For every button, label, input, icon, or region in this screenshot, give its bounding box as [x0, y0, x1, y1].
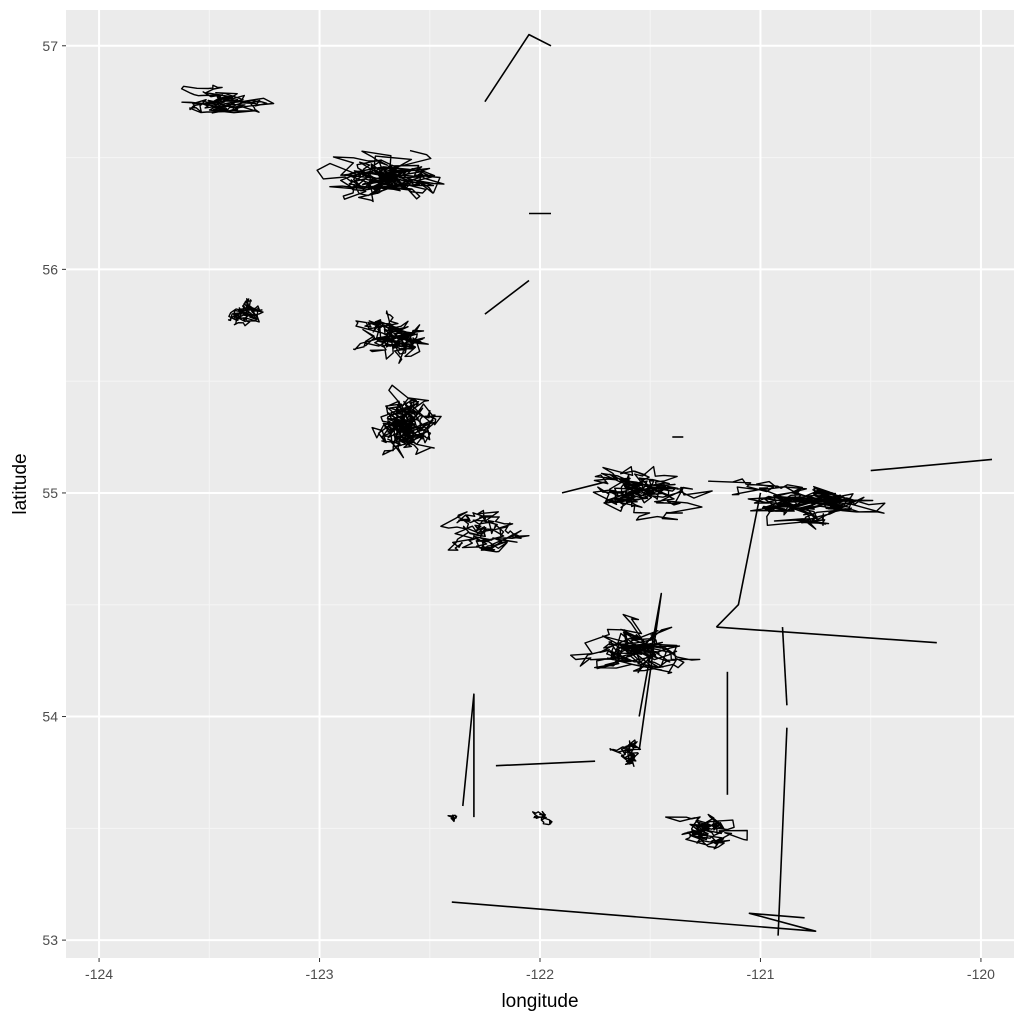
track-segment [484, 33, 552, 103]
track-cluster [371, 384, 442, 459]
track-cluster [570, 613, 701, 675]
track-cluster [592, 465, 713, 521]
y-tick-label: 54 [42, 709, 58, 725]
track-segment [451, 901, 817, 932]
track-segment [462, 693, 475, 818]
y-tick-label: 57 [42, 38, 58, 54]
x-tick-label: -123 [306, 966, 334, 982]
y-axis-title: latitude [10, 453, 31, 514]
x-tick-label: -121 [746, 966, 774, 982]
y-tick-label: 53 [42, 932, 58, 948]
y-axis-ticks: 53 54 55 56 57 [42, 38, 66, 948]
track-cluster [665, 813, 748, 850]
track-segment [781, 627, 788, 706]
track-cluster [708, 478, 886, 530]
track-segment [495, 760, 596, 767]
x-axis-ticks: -124 -123 -122 -121 -120 [85, 958, 995, 982]
y-tick-label: 56 [42, 261, 58, 277]
x-tick-label: -124 [85, 966, 113, 982]
track-segment [484, 279, 530, 315]
major-grid [66, 10, 1014, 958]
track-cluster [440, 509, 530, 553]
track-cluster [609, 739, 642, 767]
track-cluster [532, 810, 553, 826]
track-cluster [447, 814, 458, 823]
x-tick-label: -122 [526, 966, 554, 982]
track-segment [638, 592, 663, 751]
y-tick-label: 55 [42, 485, 58, 501]
track-cluster [316, 149, 445, 203]
track-segment [870, 458, 993, 472]
track-segment [561, 481, 607, 494]
track-cluster [227, 298, 264, 327]
track-segment [715, 492, 762, 628]
track-cluster [180, 84, 275, 114]
x-axis-title: longitude [501, 991, 578, 1012]
track-cluster [353, 310, 429, 364]
track-segment [777, 727, 788, 936]
x-tick-label: -120 [967, 966, 995, 982]
track-segment [716, 626, 937, 644]
data-paths [180, 33, 993, 936]
